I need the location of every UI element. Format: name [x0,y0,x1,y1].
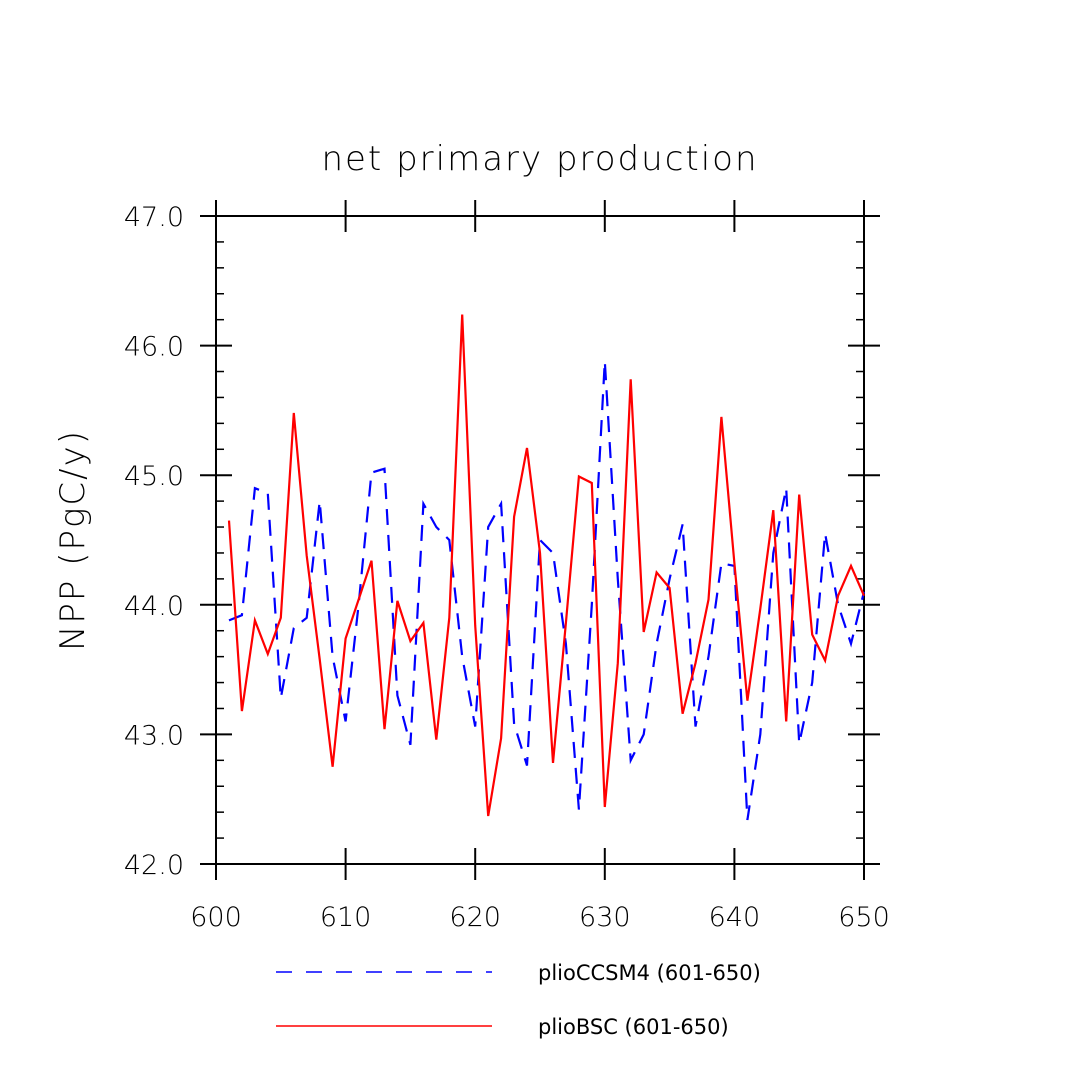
y-tick-label: 46.0 [124,332,184,363]
series-line-pliocssm4 [229,361,864,820]
legend-label: plioBSC (601-650) [538,1015,729,1039]
x-tick-label: 600 [190,902,242,933]
y-tick-label: 44.0 [124,591,184,622]
chart-title: net primary production [321,139,758,179]
plot-area: 42.0 43.0 44.0 45.0 46.0 47.0 600 610 620 630 640 6… [124,200,890,933]
y-axis-label: NPP (PgC/y) [53,429,93,651]
legend: plioCCSM4 (601-650) plioBSC (601-650) [276,961,761,1039]
y-tick-label: 42.0 [124,850,184,881]
x-tick-label: 610 [320,902,372,933]
x-tick-label: 640 [709,902,761,933]
y-tick-label: 45.0 [124,461,184,492]
legend-label: plioCCSM4 (601-650) [538,961,761,985]
y-tick-label: 43.0 [124,720,184,751]
plot-frame [216,216,864,864]
y-tick-label: 47.0 [124,202,184,233]
x-tick-label: 630 [579,902,631,933]
x-tick-label: 620 [449,902,501,933]
x-tick-label: 650 [838,902,890,933]
